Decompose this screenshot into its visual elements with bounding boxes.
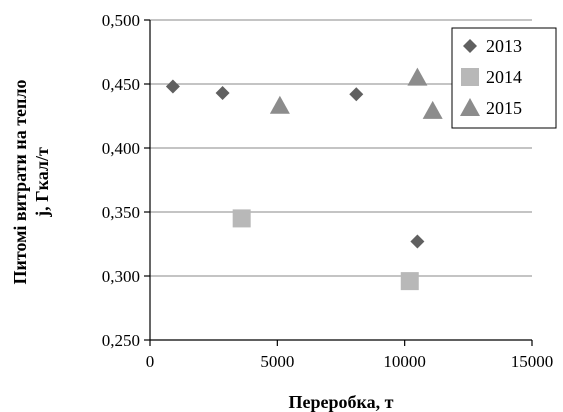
y-tick-label: 0,400 (102, 139, 140, 158)
data-point-2015 (422, 100, 443, 119)
legend: 2013 2014 2015 (451, 27, 557, 129)
legend-label: 2013 (486, 36, 522, 56)
data-points (165, 67, 443, 291)
y-tick-label: 0,250 (102, 331, 140, 350)
data-point-2014 (400, 272, 419, 291)
y-tick-label: 0,450 (102, 75, 140, 94)
y-tick-label: 0,350 (102, 203, 140, 222)
x-tick-label: 10000 (383, 352, 426, 371)
y-tick-label: 0,500 (102, 11, 140, 30)
data-point-2015 (269, 95, 290, 114)
y-axis-title: Питомі витрати на тепло j, Гкал/т (10, 80, 52, 285)
x-tick-label: 5000 (260, 352, 294, 371)
data-point-2014 (232, 209, 251, 228)
legend-marker-2013 (463, 39, 477, 53)
x-tick-label: 15000 (511, 352, 554, 371)
data-point-2013 (165, 79, 180, 94)
data-point-2013 (410, 234, 425, 249)
legend-marker-2015 (460, 98, 480, 116)
x-tick-label: 0 (146, 352, 155, 371)
axes (144, 19, 533, 346)
x-axis-title: Переробка, т (289, 392, 394, 412)
data-point-2013 (349, 87, 364, 102)
y-axis-title-line-2: j, Гкал/т (32, 147, 52, 218)
legend-marker-2014 (461, 68, 479, 86)
data-point-2013 (215, 85, 230, 100)
y-axis-title-line-1: Питомі витрати на тепло (10, 80, 30, 285)
tick-labels: 0,250 0,300 0,350 0,400 0,450 0,500 0 5000 10000… (102, 11, 554, 371)
legend-label: 2014 (486, 67, 522, 87)
data-point-2015 (407, 67, 428, 86)
y-tick-label: 0,300 (102, 267, 140, 286)
legend-label: 2015 (486, 98, 522, 118)
